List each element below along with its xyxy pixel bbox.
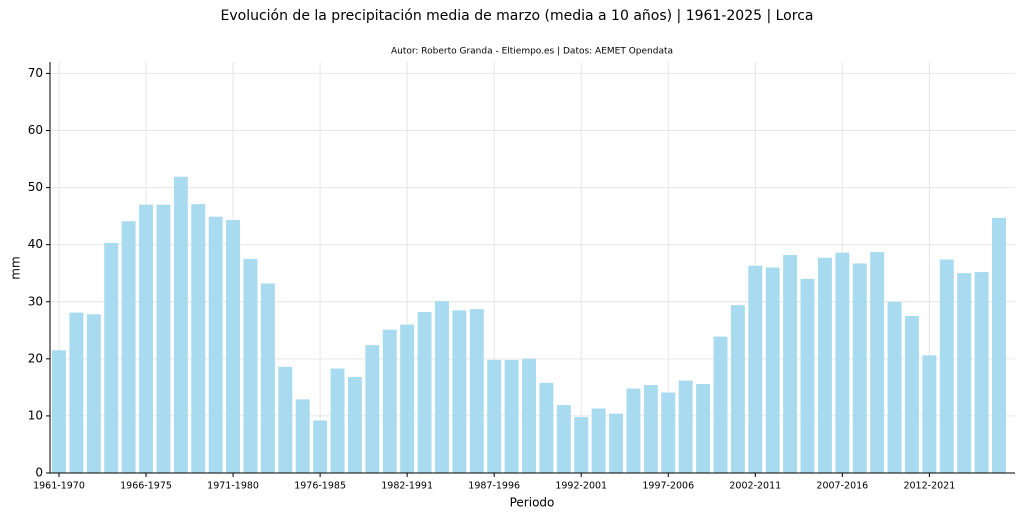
bar: [191, 204, 206, 473]
bar: [574, 417, 589, 473]
bar: [504, 359, 519, 473]
bar: [435, 301, 449, 473]
bar: [208, 216, 223, 473]
x-tick-label: 1987-1996: [468, 481, 520, 492]
bar: [539, 382, 554, 473]
bar: [730, 305, 745, 473]
x-tick-label: 2012-2021: [903, 481, 955, 492]
bar: [173, 176, 188, 474]
bar: [870, 252, 885, 473]
bar: [591, 408, 606, 473]
x-axis-label: Periodo: [510, 496, 555, 510]
bar: [86, 314, 101, 473]
bar: [939, 259, 954, 473]
y-tick-label: 20: [28, 351, 43, 365]
bar: [243, 258, 258, 473]
bar: [765, 267, 780, 473]
x-tick-label: 1992-2001: [555, 481, 607, 492]
bar: [295, 399, 310, 473]
x-tick-label: 1961-1970: [33, 481, 85, 492]
bar: [104, 242, 119, 473]
y-tick-label: 50: [28, 180, 43, 194]
chart-subtitle: Autor: Roberto Granda - Eltiempo.es | Da…: [391, 47, 673, 57]
y-tick-label: 0: [35, 466, 43, 480]
bar: [469, 309, 484, 473]
bar: [330, 368, 345, 473]
y-tick-label: 40: [28, 237, 43, 251]
bar: [139, 204, 153, 474]
x-tick-label: 1997-2006: [642, 481, 694, 492]
bar: [678, 380, 693, 473]
bar: [226, 220, 241, 473]
bar: [347, 377, 362, 473]
bar: [260, 283, 275, 473]
bar: [156, 204, 171, 474]
y-axis-label: mm: [9, 256, 23, 279]
bar: [783, 254, 798, 473]
bar: [974, 272, 989, 473]
bar: [748, 265, 763, 473]
bar: [382, 329, 397, 473]
x-tick-label: 2007-2016: [816, 481, 868, 492]
bar: [556, 405, 571, 473]
bar: [278, 366, 293, 473]
bar: [69, 312, 84, 473]
y-tick-label: 60: [28, 123, 43, 137]
chart-title: Evolución de la precipitación media de m…: [221, 8, 814, 24]
x-tick-label: 2002-2011: [729, 481, 781, 492]
bar: [922, 355, 937, 473]
y-tick-label: 30: [28, 294, 43, 308]
bar: [835, 252, 850, 473]
bar: [887, 301, 902, 473]
x-tick-label: 1976-1985: [294, 481, 346, 492]
x-tick-label: 1971-1980: [207, 481, 259, 492]
bar: [52, 350, 66, 473]
bar: [609, 413, 623, 473]
bar: [313, 420, 328, 473]
bar: [487, 359, 502, 473]
bar: [365, 345, 380, 473]
x-tick-label: 1982-1991: [381, 481, 433, 492]
bar: [643, 385, 658, 473]
bar: [626, 388, 641, 473]
bar: [696, 383, 711, 473]
bar: [817, 257, 832, 473]
bar: [992, 217, 1006, 473]
bar: [417, 312, 432, 473]
bar: [522, 358, 536, 473]
bar: [661, 392, 676, 473]
y-tick-label: 10: [28, 408, 43, 422]
x-tick-label: 1966-1975: [120, 481, 172, 492]
bar: [957, 273, 972, 473]
bar: [852, 263, 867, 473]
bar: [905, 316, 919, 473]
bar: [800, 278, 815, 473]
y-tick-label: 70: [28, 66, 43, 80]
bar: [452, 310, 467, 473]
bar: [121, 221, 136, 473]
bar: [400, 324, 415, 473]
bar: [713, 336, 728, 473]
